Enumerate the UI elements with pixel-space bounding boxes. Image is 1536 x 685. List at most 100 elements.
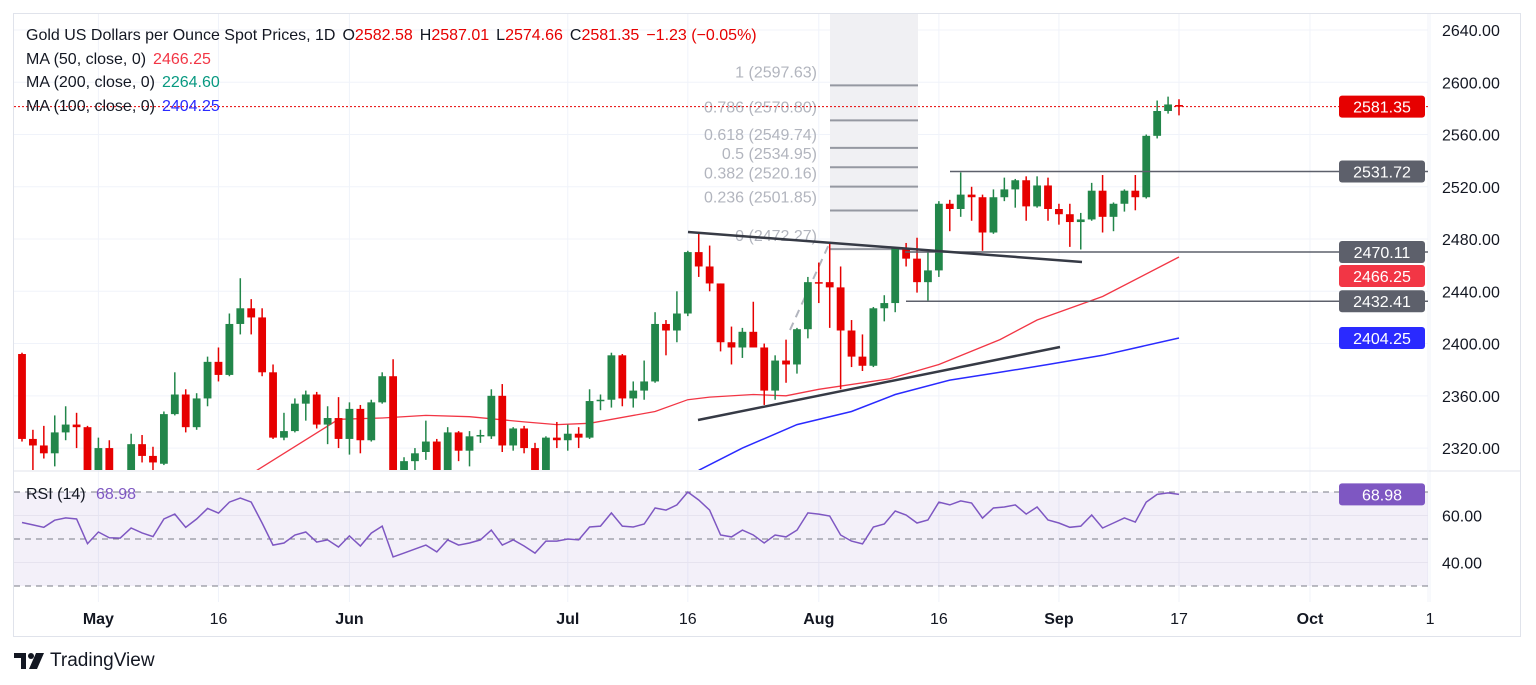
candle <box>1065 203 1074 247</box>
rsi-value-badge-text: 68.98 <box>1362 487 1402 504</box>
candle <box>1033 176 1041 208</box>
candle-body <box>127 444 136 470</box>
low-label: L <box>496 27 506 44</box>
candle-body <box>269 372 277 438</box>
candle-body <box>18 354 26 439</box>
candle <box>836 266 845 390</box>
candle-body <box>1076 219 1085 223</box>
ma200-legend[interactable]: MA (200, close, 0) 2264.60 <box>26 71 757 95</box>
candle <box>793 327 801 374</box>
drawings[interactable] <box>687 170 1428 422</box>
candle <box>760 343 769 405</box>
fib-level-label: 1 (2597.63) <box>735 64 817 81</box>
candle-body <box>39 445 48 454</box>
candle-body <box>956 194 965 209</box>
candle <box>847 320 856 368</box>
ma100-legend[interactable]: MA (100, close, 0) 2404.25 <box>26 95 757 119</box>
candle-body <box>924 270 932 283</box>
rsi-label[interactable]: RSI (14) <box>26 486 86 503</box>
candle-body <box>683 252 692 314</box>
candle-body <box>258 317 267 373</box>
candle-body <box>94 448 103 470</box>
candle <box>18 352 26 442</box>
candle <box>159 411 168 466</box>
candle-body <box>1142 135 1151 198</box>
tradingview-wordmark: TradingView <box>50 650 155 671</box>
candle-body <box>236 308 245 324</box>
close-value: 2581.35 <box>581 27 640 44</box>
candle <box>705 245 714 292</box>
time-axis-tick: Aug <box>803 611 834 628</box>
candle-body <box>1175 105 1183 107</box>
price-label-badge <box>1339 264 1425 287</box>
candle-body <box>1164 104 1172 112</box>
price-axis-tick: 2360.00 <box>1442 389 1500 406</box>
candle <box>1087 182 1096 221</box>
candle <box>138 435 146 463</box>
fib-level-label: 0.5 (2534.95) <box>722 146 817 163</box>
ma50-legend[interactable]: MA (50, close, 0) 2466.25 <box>26 48 757 72</box>
candle-body <box>673 313 681 331</box>
candle <box>94 437 103 470</box>
candle-body <box>181 394 190 428</box>
candle <box>978 194 987 251</box>
candle <box>443 427 452 470</box>
candle <box>356 404 365 454</box>
price-axis-tick: 2400.00 <box>1442 337 1500 354</box>
candle-body <box>913 258 921 283</box>
price-label-text: 2531.72 <box>1353 164 1411 181</box>
candle-body <box>585 401 594 438</box>
candle <box>116 470 124 487</box>
high-label: H <box>419 27 432 44</box>
ma100-value: 2404.25 <box>161 97 220 115</box>
ma200-label: MA (200, close, 0) <box>26 74 155 91</box>
candle <box>334 397 343 449</box>
candle <box>716 283 725 352</box>
candle <box>247 299 256 335</box>
price-axis-tick: 2640.00 <box>1442 23 1500 40</box>
candle <box>50 415 59 467</box>
candle-body <box>149 455 157 463</box>
candle <box>192 393 201 430</box>
candle <box>29 429 37 470</box>
tradingview-logo[interactable]: TradingView <box>14 650 155 672</box>
candle <box>934 201 943 277</box>
candle <box>345 402 354 455</box>
candle <box>1055 203 1063 225</box>
candle-body <box>1065 214 1074 223</box>
candle <box>509 427 518 451</box>
candle-body <box>476 435 485 437</box>
symbol-legend: Gold US Dollars per Ounce Spot Prices, 1… <box>26 24 757 48</box>
candle-body <box>356 408 365 441</box>
candle-body <box>574 433 583 438</box>
candle-body <box>61 424 70 433</box>
candle <box>574 427 583 449</box>
rsi-line <box>21 490 1180 558</box>
candle-body <box>880 303 889 309</box>
candle <box>618 354 627 407</box>
candle <box>956 172 965 217</box>
ma200-value: 2264.60 <box>161 74 220 91</box>
candle-body <box>1011 180 1020 190</box>
candle-body <box>814 282 823 284</box>
candle <box>411 448 419 470</box>
price-label-badge <box>1339 95 1425 118</box>
candle <box>967 186 976 221</box>
candle-body <box>782 360 790 365</box>
support-trendline[interactable] <box>697 345 1061 422</box>
resistance-trendline[interactable] <box>687 230 1083 264</box>
candle <box>814 262 823 304</box>
candle <box>323 406 332 445</box>
candle <box>465 431 474 467</box>
candle <box>924 252 932 301</box>
symbol-title[interactable]: Gold US Dollars per Ounce Spot Prices, 1… <box>26 27 336 44</box>
candle <box>727 326 736 365</box>
candle <box>214 347 223 382</box>
candle <box>1142 134 1151 199</box>
candle-body <box>323 418 332 425</box>
candle-body <box>443 432 452 470</box>
open-value: 2582.58 <box>354 27 413 44</box>
candle-body <box>389 376 398 470</box>
candle <box>149 446 157 470</box>
